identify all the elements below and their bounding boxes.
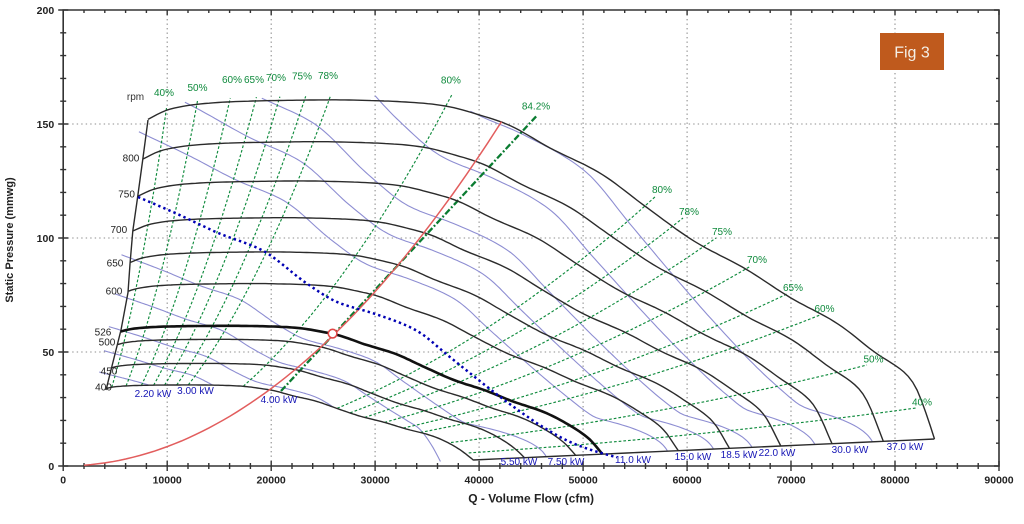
svg-text:200: 200 xyxy=(37,5,55,17)
svg-text:450: 450 xyxy=(101,367,118,378)
svg-text:78%: 78% xyxy=(679,207,699,218)
svg-text:60%: 60% xyxy=(814,304,834,315)
svg-text:18.5 kW: 18.5 kW xyxy=(721,450,758,461)
svg-text:3.00 kW: 3.00 kW xyxy=(177,386,214,397)
svg-text:10000: 10000 xyxy=(153,475,182,487)
svg-text:20000: 20000 xyxy=(257,475,286,487)
svg-text:70%: 70% xyxy=(266,73,286,84)
svg-text:500: 500 xyxy=(99,338,116,349)
svg-text:Static Pressure (mmwg): Static Pressure (mmwg) xyxy=(4,177,16,303)
svg-text:4.00 kW: 4.00 kW xyxy=(261,395,298,406)
svg-text:40%: 40% xyxy=(912,398,932,409)
svg-text:400: 400 xyxy=(95,383,112,394)
svg-text:Q - Volume Flow (cfm): Q - Volume Flow (cfm) xyxy=(468,491,594,505)
svg-text:37.0 kW: 37.0 kW xyxy=(887,442,924,453)
svg-text:7.50 kW: 7.50 kW xyxy=(548,457,585,468)
svg-text:50%: 50% xyxy=(863,355,883,366)
svg-text:600: 600 xyxy=(106,287,123,298)
svg-text:150: 150 xyxy=(37,119,55,131)
svg-text:50%: 50% xyxy=(187,83,207,94)
svg-text:22.0 kW: 22.0 kW xyxy=(759,448,796,459)
svg-text:75%: 75% xyxy=(712,227,732,238)
svg-text:30.0 kW: 30.0 kW xyxy=(832,445,869,456)
svg-text:60000: 60000 xyxy=(672,475,701,487)
svg-text:30000: 30000 xyxy=(361,475,390,487)
svg-text:Fig 3: Fig 3 xyxy=(894,45,930,62)
svg-text:50000: 50000 xyxy=(568,475,597,487)
svg-text:50: 50 xyxy=(43,347,55,359)
svg-text:100: 100 xyxy=(37,233,55,245)
svg-text:40000: 40000 xyxy=(465,475,494,487)
svg-text:70%: 70% xyxy=(747,255,767,266)
svg-text:rpm: rpm xyxy=(127,92,144,103)
svg-text:84.2%: 84.2% xyxy=(522,102,550,113)
svg-text:0: 0 xyxy=(48,461,54,473)
svg-text:80000: 80000 xyxy=(880,475,909,487)
svg-text:650: 650 xyxy=(107,258,124,269)
svg-text:15.0 kW: 15.0 kW xyxy=(675,452,712,463)
svg-text:2.20 kW: 2.20 kW xyxy=(135,389,172,400)
svg-text:80%: 80% xyxy=(441,76,461,87)
svg-text:80%: 80% xyxy=(652,185,672,196)
svg-text:11.0 kW: 11.0 kW xyxy=(615,455,651,466)
svg-text:78%: 78% xyxy=(318,71,338,82)
svg-text:0: 0 xyxy=(60,475,66,487)
svg-text:90000: 90000 xyxy=(984,475,1013,487)
svg-text:800: 800 xyxy=(123,154,140,165)
svg-text:40%: 40% xyxy=(154,88,174,99)
svg-text:70000: 70000 xyxy=(776,475,805,487)
svg-text:65%: 65% xyxy=(783,283,803,294)
svg-text:750: 750 xyxy=(118,190,135,201)
svg-text:75%: 75% xyxy=(292,72,312,83)
svg-text:65%: 65% xyxy=(244,75,264,86)
svg-text:60%: 60% xyxy=(222,75,242,86)
svg-text:5.50 kW: 5.50 kW xyxy=(501,457,538,468)
svg-text:700: 700 xyxy=(110,225,127,236)
svg-text:526: 526 xyxy=(95,328,112,339)
